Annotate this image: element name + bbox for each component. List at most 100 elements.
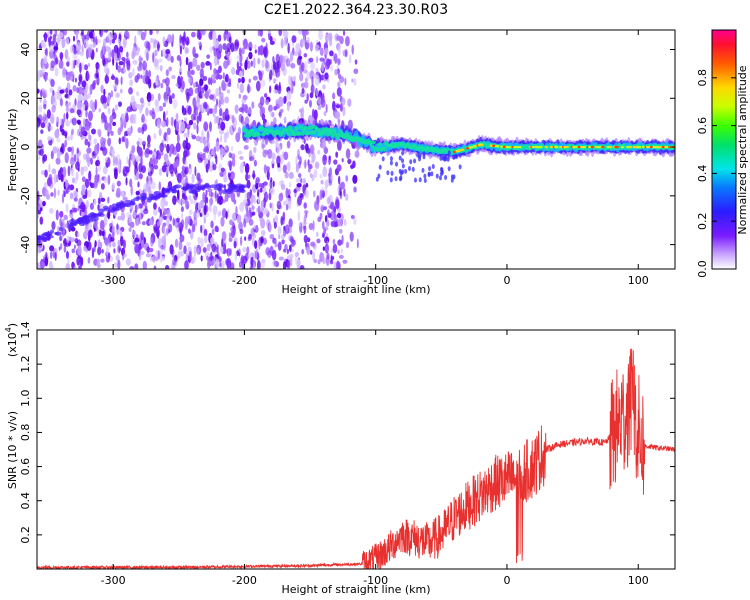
spectrogram-speckle <box>83 64 89 71</box>
spectrogram-speckle <box>200 255 203 262</box>
spectrogram-speckle <box>102 166 108 175</box>
spectrogram-speckle <box>111 38 116 44</box>
spectrogram-speckle <box>172 162 178 168</box>
spectrogram-speckle <box>159 64 163 72</box>
spectrogram-speckle <box>285 197 290 205</box>
spectrogram-speckle <box>341 234 344 245</box>
spectrogram-tail <box>389 177 393 183</box>
spectrogram-core <box>539 145 543 149</box>
spectrogram-speckle <box>64 139 67 148</box>
spectrogram-speckle <box>137 65 143 71</box>
spectrogram-speckle <box>59 166 64 174</box>
spectrogram-speckle <box>183 117 188 122</box>
spectrogram-speckle <box>184 46 189 55</box>
spectrogram-speckle <box>117 65 122 73</box>
spectrogram-speckle <box>307 163 313 170</box>
spectrogram-speckle <box>146 246 150 253</box>
spectrogram-trace <box>91 216 99 222</box>
spectrogram-speckle <box>297 173 302 178</box>
spectrogram-speckle <box>286 90 292 101</box>
spectrogram-speckle <box>338 262 341 269</box>
spectrogram-speckle <box>42 200 46 207</box>
spectrogram-tail <box>428 166 432 172</box>
spectrogram-speckle <box>287 57 290 67</box>
spectrogram-speckle <box>254 49 257 54</box>
spectrogram-speckle <box>206 139 210 144</box>
spectrogram-trace <box>92 213 98 217</box>
spectrogram-speckle <box>185 56 189 66</box>
spectrogram-speckle <box>313 169 318 179</box>
spectrogram-frame <box>36 29 676 270</box>
spectrogram-speckle <box>354 59 358 65</box>
spectrogram-speckle <box>257 30 261 37</box>
spectrogram-speckle <box>39 216 44 225</box>
spectrogram-speckle <box>104 237 110 247</box>
spectrogram-speckle <box>298 222 301 227</box>
spectrogram-speckle <box>50 192 54 197</box>
y-tick-label: 1.0 <box>19 390 32 408</box>
spectrogram-speckle <box>73 154 77 163</box>
spectrogram-speckle <box>230 262 235 268</box>
spectrogram-speckle <box>221 238 224 249</box>
spectrogram-speckle <box>257 57 261 65</box>
spectrogram-speckle <box>239 202 245 212</box>
spectrogram-speckle <box>220 153 223 161</box>
spectrogram-speckle <box>134 243 140 254</box>
spectrogram-speckle <box>263 230 266 236</box>
spectrogram-speckle <box>109 115 114 124</box>
spectrogram-speckle <box>147 42 151 52</box>
spectrogram-speckle <box>65 250 69 259</box>
spectrogram-speckle <box>69 192 74 200</box>
spectrogram-speckle <box>269 110 273 117</box>
spectrogram-speckle <box>194 53 199 59</box>
spectrogram-speckle <box>289 51 294 63</box>
spectrogram-speckle <box>62 67 67 78</box>
spectrogram-speckle <box>125 258 131 266</box>
spectrogram-speckle <box>224 96 230 104</box>
spectrogram-speckle <box>125 112 129 123</box>
spectrogram-speckle <box>248 219 254 226</box>
spectrogram-tail <box>418 177 422 183</box>
spectrogram-speckle <box>103 215 108 227</box>
spectrogram-speckle <box>223 243 227 254</box>
spectrogram-speckle <box>116 180 122 187</box>
spectrogram-speckle <box>113 248 116 254</box>
spectrogram-speckle <box>42 90 46 98</box>
spectrogram-speckle <box>115 254 120 262</box>
spectrogram-speckle <box>187 105 192 116</box>
spectrogram-speckle <box>96 75 100 86</box>
spectrogram-trace <box>236 188 245 193</box>
spectrogram-core <box>615 145 619 149</box>
spectrogram-speckle <box>81 176 86 183</box>
spectrogram-core <box>460 148 464 151</box>
spectrogram-tail <box>401 163 405 169</box>
spectrogram-speckle <box>236 61 239 70</box>
spectrogram-speckle <box>185 36 190 46</box>
spectrogram-speckle <box>64 49 69 60</box>
spectrogram-speckle <box>213 55 218 67</box>
spectrogram-speckle <box>303 214 307 225</box>
spectrogram-speckle <box>112 32 117 41</box>
spectrogram-speckle <box>100 136 105 147</box>
spectrogram-speckle <box>126 156 129 165</box>
spectrogram-speckle <box>49 87 54 93</box>
spectrogram-speckle <box>185 216 190 223</box>
spectrogram-speckle <box>352 174 358 184</box>
spectrogram-speckle <box>155 77 158 86</box>
spectrogram-speckle <box>353 217 357 225</box>
spectrogram-core <box>609 145 613 149</box>
spectrogram-speckle <box>107 209 111 220</box>
spectrogram-speckle <box>203 204 207 216</box>
spectrogram-speckle <box>277 163 281 168</box>
spectrogram-speckle <box>131 152 135 162</box>
spectrogram-speckle <box>61 37 66 49</box>
spectrogram-speckle <box>306 237 311 243</box>
spectrogram-speckle <box>179 121 186 132</box>
spectrogram-xlabel: Height of straight line (km) <box>281 283 430 296</box>
spectrogram-speckle <box>66 61 70 67</box>
spectrogram-speckle <box>147 167 151 173</box>
spectrogram-speckle <box>313 190 316 198</box>
spectrogram-speckle <box>241 76 245 84</box>
spectrogram-speckle <box>210 251 213 262</box>
spectrogram-speckle <box>262 149 267 158</box>
